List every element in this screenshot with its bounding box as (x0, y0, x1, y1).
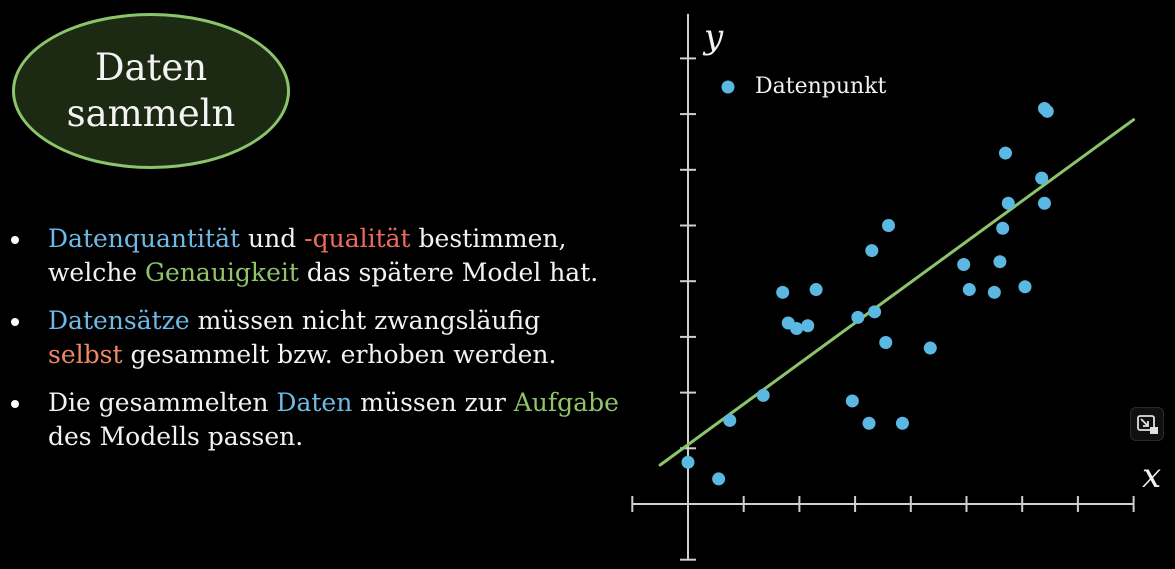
data-point (998, 146, 1012, 160)
topic-badge: Daten sammeln (12, 13, 290, 169)
bullet-text-part: Aufgabe (513, 388, 619, 417)
scatter-chart: x y Datenpunkt (620, 0, 1175, 569)
bullet-text-part: müssen nicht zwangsläufig (189, 306, 541, 335)
data-point (1035, 171, 1049, 185)
data-point (712, 472, 726, 486)
bullet-dot (11, 318, 19, 326)
bullet-text-part: selbst (48, 340, 123, 369)
data-point (957, 257, 971, 271)
data-point (790, 322, 804, 336)
data-point (987, 285, 1001, 299)
badge-title: Daten sammeln (66, 46, 236, 135)
x-axis-label: x (1142, 456, 1161, 496)
bullet-text-part: bestimmen, welche (48, 224, 567, 287)
bullet-text-part: Daten (276, 388, 353, 417)
scatter-chart-svg: x y Datenpunkt (631, 13, 1161, 561)
data-point (868, 305, 882, 319)
data-point (809, 283, 823, 297)
data-point (923, 341, 937, 355)
bullet-text-part: Die gesammelten (48, 388, 277, 417)
data-point (801, 319, 815, 333)
bullet-text-part: gesammelt bzw. erhoben werden. (122, 340, 557, 369)
data-point (851, 310, 865, 324)
bullet-item: Datenquantität und -qualität bestimmen, … (0, 222, 620, 290)
data-point (756, 388, 770, 402)
bullet-text-part: -qualität (304, 224, 411, 253)
bullet-text-part: das spätere Model hat. (298, 258, 599, 287)
data-point (862, 416, 876, 430)
legend-label: Datenpunkt (755, 74, 887, 99)
bullet-text-part: und (240, 224, 305, 253)
regression-line (658, 118, 1136, 467)
data-point (993, 255, 1007, 269)
bullet-text-part: Datenquantität (48, 224, 241, 253)
bullet-item: Datensätze müssen nicht zwangsläufig sel… (0, 304, 620, 372)
data-point (962, 283, 976, 297)
legend-marker (721, 80, 735, 94)
bullet-dot (11, 236, 19, 244)
bullet-text-part: Genauigkeit (145, 258, 299, 287)
data-point (1018, 280, 1032, 294)
data-point (882, 219, 896, 232)
data-point (1001, 196, 1015, 210)
data-point (1040, 104, 1054, 118)
bullet-item: Die gesammelten Daten müssen zur Aufgabe… (0, 386, 620, 454)
data-point (845, 394, 859, 408)
bullet-text-part: Datensätze (48, 306, 190, 335)
data-point (723, 413, 737, 427)
data-point (996, 221, 1010, 235)
bullet-dot (11, 400, 19, 408)
bullet-text-part: müssen zur (352, 388, 514, 417)
bullet-text-part: des Modells passen. (48, 422, 304, 451)
data-point (776, 285, 790, 299)
data-point (895, 416, 909, 430)
y-axis-label: y (702, 17, 724, 57)
picture-in-picture-button[interactable] (1130, 407, 1164, 441)
picture-in-picture-icon (1137, 415, 1158, 434)
data-point (1037, 196, 1051, 210)
data-point (879, 335, 893, 349)
bullet-list: Datenquantität und -qualität bestimmen, … (0, 222, 620, 468)
data-point (681, 455, 695, 469)
data-point (865, 244, 879, 258)
